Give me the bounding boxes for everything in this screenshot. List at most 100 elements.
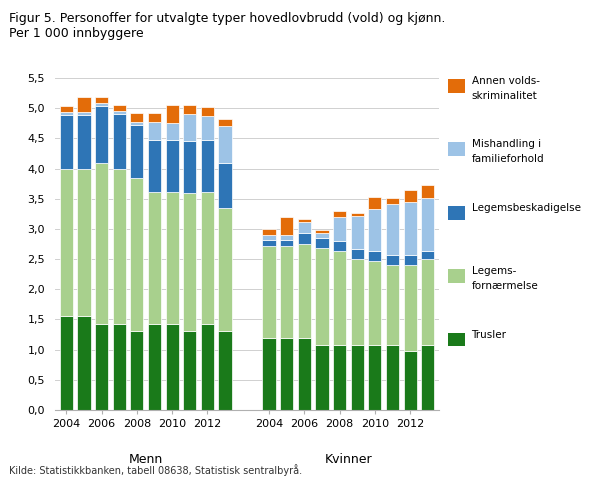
Bar [60,106,73,112]
Bar [280,338,293,410]
Bar [60,316,73,410]
Bar [165,324,179,410]
Bar [421,198,434,251]
Bar [368,251,381,262]
Bar [183,114,196,142]
Text: Mishandling i: Mishandling i [472,140,540,149]
Bar [333,241,346,251]
Bar [113,168,126,324]
Bar [315,248,329,345]
Bar [218,208,232,331]
Bar [95,103,108,106]
Bar [298,222,311,233]
Bar [77,116,91,168]
Bar [403,202,417,255]
Bar [403,351,417,410]
Bar [77,112,91,116]
Bar [148,324,161,410]
Bar [351,345,364,410]
Bar [201,324,214,410]
Bar [131,178,143,331]
Bar [298,338,311,410]
Bar [315,238,329,248]
Bar [403,255,417,265]
Bar [421,259,434,345]
Bar [148,140,161,191]
Bar [95,97,108,103]
Text: Legems-: Legems- [472,266,516,276]
Bar [298,233,311,244]
Bar [218,126,232,163]
Bar [421,251,434,259]
Bar [262,338,276,410]
Bar [280,235,293,240]
Bar [183,193,196,331]
Bar [148,191,161,324]
Bar [351,216,364,249]
Bar [183,142,196,193]
Bar [218,331,232,410]
Bar [165,123,179,140]
Bar [77,316,91,410]
Bar [315,230,329,233]
Bar [60,116,73,168]
Bar [95,106,108,163]
Text: Menn: Menn [129,453,163,466]
Bar [95,324,108,410]
Bar [148,122,161,140]
Bar [165,140,179,191]
Bar [333,345,346,410]
Bar [201,116,214,140]
Bar [421,345,434,410]
Bar [315,345,329,410]
Bar [386,198,399,203]
Bar [280,217,293,235]
Bar [262,229,276,235]
Bar [113,324,126,410]
Bar [333,211,346,217]
Bar [131,125,143,178]
Bar [262,235,276,240]
Bar [421,185,434,198]
Bar [368,209,381,251]
Bar [60,168,73,316]
Bar [403,190,417,202]
Bar [60,112,73,116]
Bar [165,191,179,324]
Bar [201,107,214,116]
Bar [368,262,381,345]
Bar [113,105,126,111]
Bar [183,331,196,410]
Bar [148,113,161,122]
Bar [333,217,346,241]
Text: Legemsbeskadigelse: Legemsbeskadigelse [472,203,581,213]
Bar [201,140,214,191]
Bar [77,98,91,112]
Bar [403,265,417,351]
Bar [368,345,381,410]
Bar [333,251,346,345]
Bar [113,114,126,168]
Bar [183,105,196,114]
Text: familieforhold: familieforhold [472,154,544,164]
Bar [280,240,293,246]
Bar [218,163,232,208]
Bar [351,249,364,259]
Bar [218,119,232,126]
Bar [201,191,214,324]
Text: fornærmelse: fornærmelse [472,281,538,291]
Bar [262,240,276,246]
Text: Kvinner: Kvinner [325,453,372,466]
Bar [386,265,399,345]
Bar [113,111,126,114]
Bar [351,259,364,345]
Bar [351,213,364,216]
Bar [165,105,179,123]
Text: skriminalitet: skriminalitet [472,91,537,101]
Text: Kilde: Statistikkbanken, tabell 08638, Statistisk sentralbyrå.: Kilde: Statistikkbanken, tabell 08638, S… [9,464,303,476]
Bar [131,331,143,410]
Text: Trusler: Trusler [472,330,506,340]
Bar [386,345,399,410]
Bar [386,255,399,265]
Bar [77,168,91,316]
